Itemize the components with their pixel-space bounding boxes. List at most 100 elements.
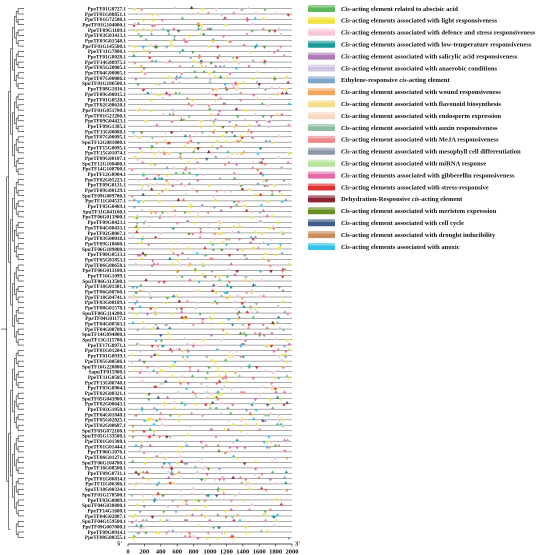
cis-element-marker bbox=[216, 366, 221, 370]
cis-element-marker bbox=[135, 299, 139, 303]
cis-element-marker bbox=[217, 278, 222, 282]
cis-element-marker bbox=[211, 195, 216, 199]
promoter-track bbox=[128, 176, 292, 183]
cis-element-marker bbox=[244, 409, 249, 413]
cis-element-marker bbox=[263, 59, 267, 63]
cis-element-marker bbox=[138, 288, 143, 292]
cis-element-marker bbox=[225, 291, 230, 295]
cis-element-marker bbox=[246, 326, 251, 330]
cis-element-marker bbox=[135, 502, 140, 506]
cis-element-marker bbox=[180, 374, 184, 378]
cis-element-marker bbox=[224, 85, 228, 89]
cis-element-marker bbox=[214, 494, 219, 498]
cis-element-marker bbox=[134, 414, 139, 418]
cis-element-marker bbox=[170, 107, 175, 111]
cis-element-marker bbox=[140, 441, 145, 445]
cis-element-marker bbox=[229, 206, 234, 210]
cis-element-marker bbox=[182, 358, 187, 362]
legend-swatch-highlight bbox=[308, 159, 335, 163]
cis-element-marker bbox=[175, 222, 180, 226]
cis-element-marker bbox=[212, 227, 217, 231]
cis-element-marker bbox=[191, 390, 195, 394]
cis-element-marker bbox=[177, 470, 181, 474]
cis-element-marker bbox=[164, 179, 169, 183]
cis-element-marker bbox=[235, 457, 240, 461]
cis-element-marker bbox=[219, 392, 224, 397]
cis-element-marker bbox=[193, 267, 198, 271]
cis-element-marker bbox=[155, 494, 160, 498]
cis-element-marker bbox=[155, 371, 160, 375]
cis-element-marker bbox=[280, 270, 285, 274]
cis-element-marker bbox=[186, 432, 190, 437]
cis-element-marker bbox=[259, 203, 264, 207]
cis-element-marker bbox=[234, 88, 239, 92]
cis-element-marker bbox=[206, 467, 211, 471]
cis-element-marker bbox=[189, 104, 194, 108]
cis-element-marker bbox=[246, 131, 250, 135]
cis-element-marker bbox=[197, 280, 202, 284]
cis-element-marker bbox=[135, 222, 140, 226]
legend-label: Cis-acting element associated with endos… bbox=[341, 113, 501, 120]
promoter-track bbox=[128, 37, 292, 44]
cis-element-marker bbox=[230, 515, 235, 519]
cis-element-marker bbox=[269, 344, 274, 348]
promoter-track bbox=[128, 491, 292, 498]
cis-element-marker bbox=[144, 278, 148, 282]
cis-element-marker bbox=[278, 326, 282, 330]
cis-element-marker bbox=[234, 123, 239, 127]
cis-element-marker bbox=[238, 366, 243, 370]
cis-element-marker bbox=[216, 112, 221, 116]
cis-element-marker bbox=[213, 64, 218, 68]
cis-element-marker bbox=[253, 473, 257, 477]
legend-swatch bbox=[308, 124, 335, 131]
cis-element-marker bbox=[159, 339, 164, 343]
cis-element-marker bbox=[152, 24, 157, 28]
cis-element-marker bbox=[182, 499, 186, 503]
cis-element-marker bbox=[192, 288, 197, 292]
cis-element-marker bbox=[199, 230, 203, 234]
cis-element-marker bbox=[138, 350, 143, 354]
cis-element-marker bbox=[167, 112, 172, 116]
promoter-track bbox=[128, 400, 292, 407]
cis-element-marker bbox=[285, 457, 289, 461]
gene-label: PpeTF04G00503.1 bbox=[85, 322, 126, 328]
legend-swatch-highlight bbox=[308, 147, 335, 151]
cis-element-marker bbox=[251, 400, 256, 404]
cis-element-marker bbox=[137, 358, 142, 362]
cis-element-marker bbox=[237, 491, 242, 495]
cis-element-marker bbox=[207, 518, 212, 522]
cis-element-marker bbox=[247, 64, 251, 68]
cis-element-marker bbox=[266, 435, 271, 439]
cis-element-marker bbox=[272, 51, 277, 55]
cis-element-marker bbox=[273, 457, 278, 461]
promoter-track bbox=[128, 192, 292, 199]
promoter-track bbox=[128, 224, 292, 231]
cis-element-marker bbox=[188, 203, 193, 207]
cis-element-marker bbox=[227, 294, 232, 298]
cis-element-marker bbox=[279, 192, 284, 196]
gene-label: PpeTF15G01074.1 bbox=[85, 151, 126, 157]
gene-label: PpeTF14G1680.1 bbox=[88, 508, 127, 514]
cis-element-marker bbox=[242, 390, 247, 394]
gene-label: SpuTF09G009700.1 bbox=[82, 193, 126, 199]
cis-element-marker bbox=[151, 432, 156, 437]
cis-element-marker bbox=[203, 376, 208, 381]
cis-element-marker bbox=[223, 291, 227, 295]
cis-element-marker bbox=[234, 67, 239, 71]
cis-element-marker bbox=[140, 69, 144, 73]
cis-element-marker bbox=[237, 238, 242, 242]
cis-element-marker bbox=[135, 230, 139, 234]
gene-label: PpeTF07G00095.1 bbox=[85, 135, 126, 141]
cis-element-marker bbox=[185, 443, 189, 447]
cis-element-marker bbox=[159, 232, 163, 236]
cis-element-marker bbox=[170, 80, 175, 84]
cis-element-marker bbox=[134, 470, 138, 474]
cis-element-marker bbox=[131, 320, 135, 324]
cis-element-marker bbox=[193, 101, 198, 105]
cis-element-marker bbox=[167, 59, 172, 63]
cis-element-marker bbox=[251, 109, 255, 114]
cis-element-marker bbox=[236, 83, 240, 87]
legend-swatch-highlight bbox=[308, 112, 335, 115]
axis-tick-label: 400 bbox=[156, 549, 166, 555]
cis-element-marker bbox=[240, 302, 245, 306]
